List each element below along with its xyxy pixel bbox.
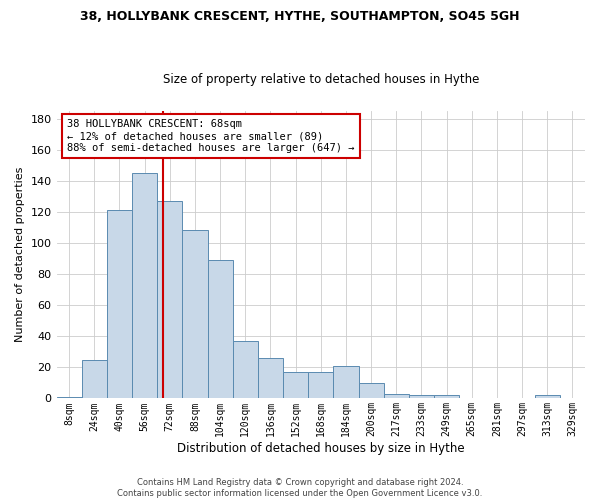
Bar (359, 383, 383, 398)
Bar (409, 396, 434, 398)
Bar (208, 260, 233, 398)
Text: 38 HOLLYBANK CRESCENT: 68sqm
← 12% of detached houses are smaller (89)
88% of se: 38 HOLLYBANK CRESCENT: 68sqm ← 12% of de… (67, 120, 355, 152)
Bar (258, 358, 283, 399)
Bar (132, 173, 157, 398)
Bar (82, 360, 107, 399)
Bar (434, 396, 459, 398)
Text: Contains HM Land Registry data © Crown copyright and database right 2024.
Contai: Contains HM Land Registry data © Crown c… (118, 478, 482, 498)
Bar (107, 210, 132, 398)
Title: Size of property relative to detached houses in Hythe: Size of property relative to detached ho… (163, 73, 479, 86)
Bar (56, 397, 82, 398)
Bar (334, 366, 359, 398)
X-axis label: Distribution of detached houses by size in Hythe: Distribution of detached houses by size … (177, 442, 464, 455)
Bar (308, 372, 334, 398)
Bar (283, 372, 308, 398)
Text: 38, HOLLYBANK CRESCENT, HYTHE, SOUTHAMPTON, SO45 5GH: 38, HOLLYBANK CRESCENT, HYTHE, SOUTHAMPT… (80, 10, 520, 23)
Bar (535, 396, 560, 398)
Y-axis label: Number of detached properties: Number of detached properties (15, 167, 25, 342)
Bar (233, 341, 258, 398)
Bar (157, 201, 182, 398)
Bar (383, 394, 409, 398)
Bar (182, 230, 208, 398)
